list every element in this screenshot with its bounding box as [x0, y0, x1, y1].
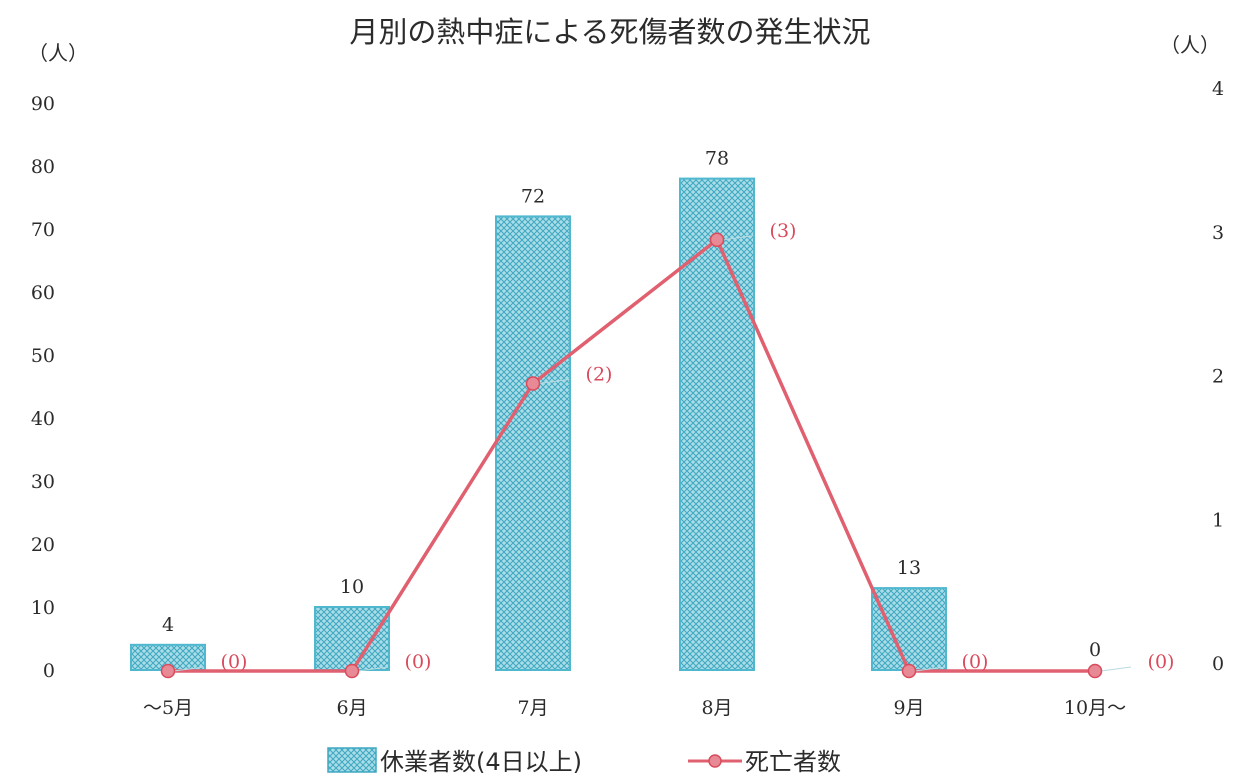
- y-left-tick-label: 10: [31, 597, 55, 619]
- y-left-tick-label: 50: [31, 345, 55, 367]
- death-label-leader: [1100, 666, 1132, 672]
- death-marker: [525, 376, 541, 391]
- bar: [314, 606, 390, 671]
- y-right-tick-label: 2: [1212, 366, 1224, 388]
- y-left-tick-label: 70: [31, 219, 55, 241]
- death-value-label: (0): [221, 651, 248, 673]
- bar-value-label: 10: [340, 576, 364, 598]
- y-left-tick-label: 90: [31, 93, 55, 115]
- death-line: [168, 238, 1095, 673]
- death-value-label: (0): [1148, 651, 1175, 673]
- left-axis-unit: （人）: [28, 41, 88, 65]
- x-category-label: 7月: [517, 697, 548, 719]
- y-right-tick-label: 1: [1212, 509, 1224, 531]
- legend-line-label: 死亡者数: [745, 748, 841, 776]
- death-value-label: (0): [962, 651, 989, 673]
- death-marker: [160, 663, 176, 679]
- legend-line-marker: [708, 754, 722, 768]
- death-label-leader: [357, 666, 389, 672]
- legend-bar-label: 休業者数(4日以上): [380, 748, 582, 776]
- death-label-leader: [914, 666, 946, 672]
- death-label-leader: [538, 379, 570, 384]
- x-category-label: 9月: [893, 697, 924, 719]
- y-left-tick-label: 0: [43, 660, 55, 682]
- y-left-tick-label: 40: [31, 408, 55, 430]
- death-marker: [901, 663, 917, 679]
- x-category-label: 6月: [336, 697, 367, 719]
- y-left-tick-label: 60: [31, 282, 55, 304]
- bar-value-label: 13: [897, 557, 921, 579]
- bar: [871, 587, 947, 671]
- y-left-tick-label: 80: [31, 156, 55, 178]
- death-value-label: (3): [770, 220, 797, 242]
- bar-value-label: 0: [1089, 639, 1101, 661]
- y-right-tick-label: 4: [1212, 78, 1224, 100]
- y-left-tick-label: 30: [31, 471, 55, 493]
- y-right-tick-label: 0: [1212, 653, 1224, 675]
- death-marker: [1087, 663, 1103, 679]
- death-marker: [709, 232, 725, 247]
- x-category-label: 〜5月: [143, 697, 193, 719]
- y-left-tick-label: 20: [31, 534, 55, 556]
- bar-value-label: 4: [162, 614, 174, 636]
- bar-value-label: 78: [705, 148, 729, 170]
- death-label-leader: [722, 235, 754, 241]
- x-category-label: 8月: [701, 697, 732, 719]
- right-axis-unit: （人）: [1160, 33, 1220, 57]
- x-category-label: 10月〜: [1064, 697, 1126, 719]
- death-marker: [344, 663, 360, 679]
- chart-title: 月別の熱中症による死傷者数の発生状況: [349, 15, 870, 49]
- bar-value-label: 72: [521, 185, 545, 207]
- death-value-label: (0): [405, 651, 432, 673]
- death-value-label: (2): [586, 364, 613, 386]
- death-label-leader: [173, 666, 205, 672]
- bar: [679, 177, 755, 671]
- legend-bar-swatch: [327, 747, 377, 773]
- y-right-tick-label: 3: [1212, 222, 1224, 244]
- legend: 休業者数(4日以上) 死亡者数: [327, 747, 841, 776]
- bar: [495, 215, 571, 671]
